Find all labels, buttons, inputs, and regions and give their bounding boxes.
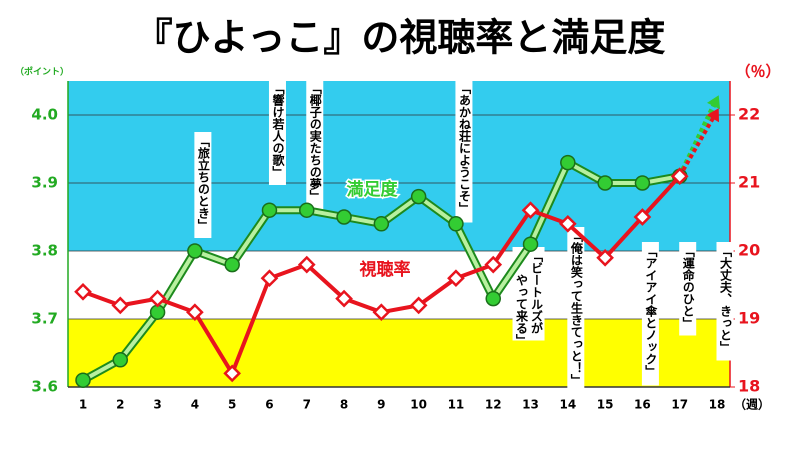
y2-tick-label: 18 (738, 377, 760, 396)
point (261, 202, 278, 218)
point (521, 201, 540, 220)
y-tick-label: 4.0 (31, 106, 58, 124)
annotation-text: 「響け若人の歌」 (271, 82, 285, 178)
x-tick-label: 9 (377, 398, 385, 412)
x-tick-label: 4 (191, 398, 199, 412)
point (223, 364, 242, 383)
y-axis-label: （ポイント） (15, 66, 69, 78)
point (299, 202, 315, 218)
annotation-box (567, 227, 585, 396)
x-tick-label: 2 (116, 398, 124, 412)
chart-title: 『ひよっこ』の視聴率と満足度 (135, 16, 666, 60)
annotation-box (194, 132, 212, 238)
y-tick-label: 3.6 (31, 378, 58, 396)
point (596, 248, 614, 267)
band (68, 81, 730, 251)
x-tick-label: 13 (522, 398, 539, 412)
annotation-box (641, 242, 659, 386)
x-tick-label: 15 (597, 398, 614, 412)
x-tick-label: 14 (559, 398, 576, 412)
point (410, 188, 427, 205)
point (633, 208, 652, 226)
point (372, 303, 391, 322)
x-tick-label: 12 (485, 398, 502, 412)
annotation-text: 「ビートルズが (530, 250, 544, 334)
x-tick-label: 8 (340, 398, 348, 412)
y-tick-label: 3.8 (31, 242, 58, 260)
x-tick-label: 7 (303, 398, 311, 412)
point (74, 282, 92, 301)
point (560, 154, 576, 171)
point (335, 289, 353, 308)
x-axis-label: （週） (734, 397, 770, 412)
annotation-box (306, 79, 324, 210)
annotation-text: 「椰子の実たちの夢」 (308, 82, 322, 202)
series-label: 視聴率 (359, 259, 411, 280)
point (148, 289, 167, 308)
x-tick-label: 1 (79, 398, 87, 412)
point (187, 243, 203, 259)
annotation-box (679, 242, 697, 336)
annotation-text: やって来る」 (515, 274, 529, 346)
point (597, 175, 613, 191)
y2-tick-label: 20 (738, 241, 760, 260)
trend-arrow (677, 112, 718, 178)
x-tick-label: 10 (410, 398, 427, 412)
band (68, 319, 730, 387)
trend-arrow-head (706, 95, 721, 110)
point (484, 255, 503, 274)
trend-arrow-head (706, 108, 719, 123)
annotation-text: 「運命のひと」 (681, 245, 695, 329)
annotation-box (716, 242, 734, 361)
annotation: 「俺は笑って生きてっと！」 (567, 227, 585, 396)
point (634, 175, 651, 191)
point (409, 296, 428, 315)
annotation-text: 「旅立ちのとき」 (196, 135, 210, 231)
point (112, 352, 129, 368)
x-tick-label: 18 (709, 398, 726, 412)
x-tick-label: 16 (634, 398, 651, 412)
y2-axis-label: （％） (735, 63, 780, 81)
point (447, 269, 465, 288)
y2-tick-label: 21 (738, 173, 760, 192)
y-tick-label: 3.7 (31, 310, 58, 328)
point (336, 209, 352, 225)
series-label: 満足度 (347, 179, 399, 200)
point (373, 216, 390, 232)
x-tick-label: 11 (448, 398, 465, 412)
x-tick-label: 17 (671, 398, 688, 412)
y2-tick-label: 22 (738, 105, 760, 124)
annotation-text: 「アイアイ傘とノック」 (644, 245, 658, 377)
y2-tick-label: 19 (738, 309, 760, 328)
point (297, 255, 316, 274)
annotation-text: 「俺は笑って生きてっと！」 (569, 230, 583, 386)
point (75, 372, 91, 388)
point (448, 216, 464, 232)
annotation: 「大丈夫、きっと」 (716, 242, 734, 361)
point (670, 167, 689, 186)
point (522, 236, 539, 252)
annotation-text: 「あかね荘にようこそ」 (457, 82, 471, 214)
annotation: 「あかね荘にようこそ」 (455, 79, 473, 223)
point (558, 214, 577, 233)
annotation: 「椰子の実たちの夢」 (306, 79, 324, 210)
point (186, 303, 204, 322)
point (111, 296, 130, 315)
annotation: 「響け若人の歌」 (268, 79, 286, 185)
annotation-box (455, 79, 473, 223)
annotation-box (268, 79, 286, 185)
y-tick-label: 3.9 (31, 174, 58, 192)
annotation: 「旅立ちのとき」 (194, 132, 212, 238)
annotation: 「運命のひと」 (679, 242, 697, 336)
x-tick-label: 3 (153, 398, 161, 412)
point (485, 290, 501, 307)
plot-background (68, 81, 730, 387)
point (260, 269, 279, 288)
annotation: 「アイアイ傘とノック」 (641, 242, 659, 386)
point (224, 256, 240, 273)
x-tick-label: 6 (265, 398, 273, 412)
annotation-text: 「大丈夫、きっと」 (719, 245, 733, 353)
x-tick-label: 5 (228, 398, 236, 412)
